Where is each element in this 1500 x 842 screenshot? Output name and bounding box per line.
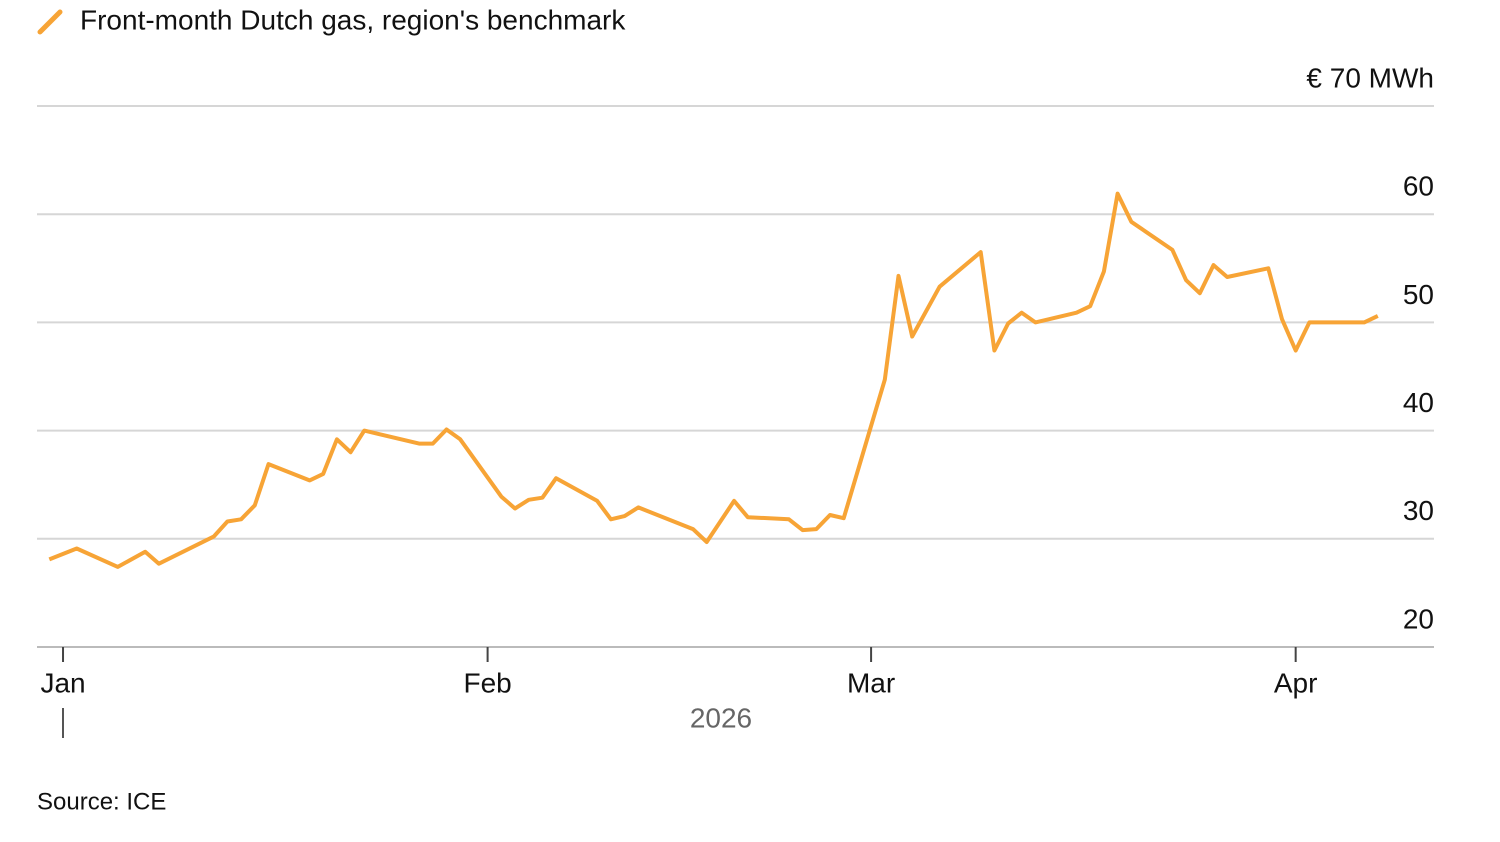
y-tick-label: 50: [1403, 279, 1434, 310]
legend-label: Front-month Dutch gas, region's benchmar…: [80, 4, 626, 35]
y-tick-label: 60: [1403, 171, 1434, 202]
y-tick-label: 30: [1403, 495, 1434, 526]
y-tick-label: 20: [1403, 603, 1434, 634]
legend-swatch: [37, 9, 63, 35]
y-tick-label: 40: [1403, 387, 1434, 418]
y-tick-label: € 70 MWh: [1306, 62, 1434, 93]
source: Source: ICE: [37, 788, 166, 815]
x-tick-label: Mar: [847, 667, 895, 698]
x-axis-label: 2026: [690, 702, 752, 733]
x-tick-label: Jan: [40, 667, 85, 698]
x-tick-label: Feb: [463, 667, 511, 698]
line: [48, 191, 1379, 569]
x-tick-label: Apr: [1274, 667, 1318, 698]
